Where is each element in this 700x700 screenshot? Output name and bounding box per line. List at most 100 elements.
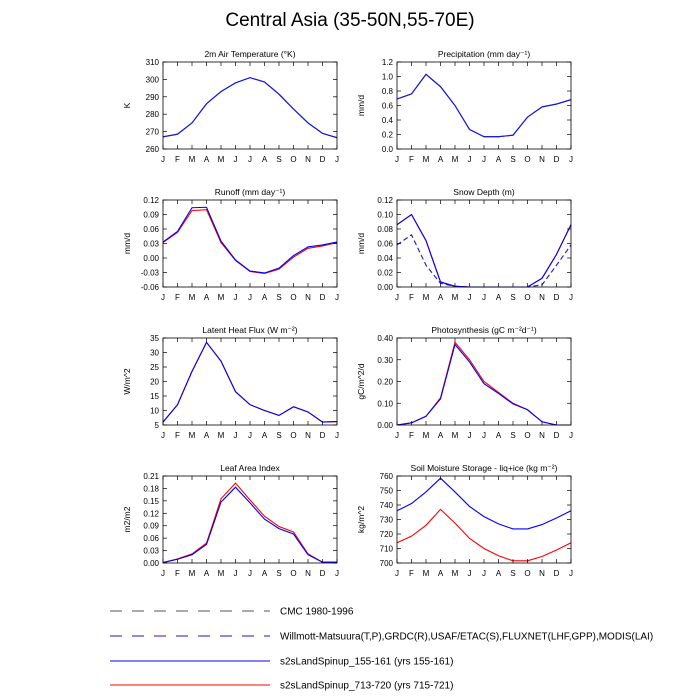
x-tick-label: N [539, 155, 545, 164]
x-tick-label: J [482, 155, 486, 164]
x-tick-label: J [234, 293, 238, 302]
y-tick-label: 260 [146, 145, 160, 154]
y-tick-label: 760 [380, 472, 394, 481]
y-tick-label: 0.08 [377, 225, 393, 234]
x-tick-label: M [218, 569, 225, 578]
x-tick-label: M [189, 293, 196, 302]
y-tick-label: 0.09 [143, 522, 159, 531]
chart-panel-1: 2m Air Temperature (°K) K 260 270 280 290 300 3… [122, 49, 339, 164]
series-line-2 [396, 477, 572, 530]
x-tick-label: A [262, 293, 268, 302]
y-tick-label: 0.03 [143, 547, 159, 556]
x-tick-label: J [468, 155, 472, 164]
x-tick-label: J [248, 569, 252, 578]
x-tick-label: O [524, 293, 530, 302]
x-tick-label: F [409, 431, 414, 440]
x-tick-label: A [262, 431, 268, 440]
y-tick-label: 0.40 [377, 334, 393, 343]
y-tick-label: 700 [380, 559, 394, 568]
x-tick-label: J [395, 431, 399, 440]
x-tick-label: J [234, 155, 238, 164]
y-tick-label: 0.06 [143, 225, 159, 234]
x-tick-label: J [161, 569, 165, 578]
x-tick-label: J [161, 293, 165, 302]
x-tick-label: N [305, 569, 311, 578]
chart-panel-8: Soil Moisture Storage - liq+ice (kg m⁻²)… [356, 463, 573, 578]
x-tick-label: J [482, 431, 486, 440]
x-tick-label: O [290, 155, 296, 164]
x-tick-label: F [175, 155, 180, 164]
x-tick-label: M [452, 293, 459, 302]
y-tick-label: 0.15 [143, 497, 159, 506]
y-tick-label: 740 [380, 501, 394, 510]
y-tick-label: 730 [380, 516, 394, 525]
y-tick-label: 0.10 [377, 399, 393, 408]
chart-panel-2: Precipitation (mm day⁻¹) mm/d 0.0 0.2 0.4 0.6… [356, 49, 573, 164]
y-axis-label: kg/m^2 [356, 506, 366, 533]
series-line-2 [162, 206, 338, 274]
x-tick-label: O [290, 569, 296, 578]
x-tick-label: M [189, 569, 196, 578]
plot-frame [162, 475, 338, 564]
x-tick-label: S [510, 155, 515, 164]
x-tick-label: D [554, 293, 560, 302]
x-tick-label: A [204, 431, 210, 440]
y-tick-label: 1.2 [382, 58, 394, 67]
chart-title: Runoff (mm day⁻¹) [215, 187, 286, 197]
plot-frame [162, 337, 338, 426]
series-line-1 [162, 77, 338, 139]
x-tick-label: A [438, 155, 444, 164]
x-tick-label: J [482, 569, 486, 578]
x-tick-label: S [276, 569, 281, 578]
x-tick-label: D [554, 431, 560, 440]
y-tick-label: 0.8 [382, 87, 394, 96]
y-tick-label: 0.00 [143, 559, 159, 568]
x-tick-label: D [320, 431, 326, 440]
y-tick-label: 0.06 [143, 534, 159, 543]
x-tick-label: A [496, 431, 502, 440]
y-tick-label: 750 [380, 487, 394, 496]
x-tick-label: A [438, 569, 444, 578]
x-tick-label: M [452, 155, 459, 164]
chart-title: Snow Depth (m) [453, 187, 515, 197]
x-tick-label: M [218, 155, 225, 164]
x-tick-label: J [248, 155, 252, 164]
y-tick-label: 0.6 [382, 102, 394, 111]
main-title: Central Asia (35-50N,55-70E) [225, 10, 475, 31]
x-tick-label: M [423, 431, 430, 440]
series-line-1 [396, 73, 572, 138]
y-axis-label: gC/m^2/d [356, 363, 366, 399]
x-tick-label: J [569, 431, 573, 440]
x-tick-label: F [409, 569, 414, 578]
y-tick-label: 0.20 [377, 378, 393, 387]
y-axis-label: W/m^2 [122, 368, 132, 394]
x-tick-label: N [539, 569, 545, 578]
y-tick-label: 0.04 [377, 254, 393, 263]
chart-panel-5: Latent Heat Flux (W m⁻²) W/m^2 5 10 15 20 25 30… [122, 325, 339, 440]
series-line-2 [396, 73, 572, 138]
y-tick-label: 0.0 [382, 145, 394, 154]
y-axis-label: mm/d [122, 233, 132, 255]
plot-frame [162, 61, 338, 150]
x-tick-label: A [438, 293, 444, 302]
plot-frame [396, 475, 572, 564]
series-line-2 [396, 343, 571, 426]
y-tick-label: 0.18 [143, 484, 159, 493]
y-tick-label: 0.30 [377, 356, 393, 365]
x-tick-label: A [262, 569, 268, 578]
x-tick-label: J [395, 293, 399, 302]
x-tick-label: M [423, 293, 430, 302]
y-tick-label: 0.02 [377, 269, 393, 278]
x-tick-label: J [335, 293, 339, 302]
x-tick-label: J [468, 569, 472, 578]
y-tick-label: 15 [150, 392, 159, 401]
x-tick-label: M [423, 155, 430, 164]
x-tick-label: M [189, 431, 196, 440]
x-tick-label: J [248, 293, 252, 302]
x-tick-label: S [276, 293, 281, 302]
chart-panel-6: Photosynthesis (gC m⁻²d⁻¹) gC/m^2/d 0.00 0.… [356, 325, 573, 440]
x-tick-label: J [335, 431, 339, 440]
x-tick-label: J [161, 431, 165, 440]
x-tick-label: J [161, 155, 165, 164]
